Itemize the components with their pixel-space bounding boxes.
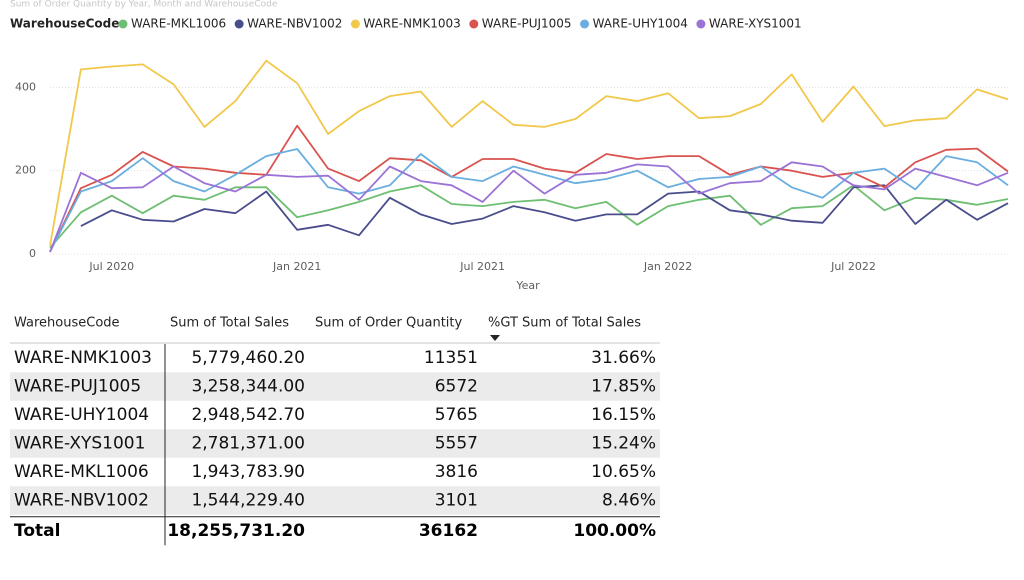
series-line [49, 59, 1009, 246]
table-cell: 5765 [435, 405, 478, 425]
legend-marker [350, 19, 360, 29]
series-line [49, 161, 1009, 253]
series-line [49, 148, 1009, 253]
table-cell: 8.46% [602, 491, 656, 511]
sort-arrow[interactable] [490, 335, 500, 341]
table-cell: 31.66% [591, 348, 656, 368]
table-cell: 3101 [435, 491, 478, 511]
total-cell: 36162 [419, 521, 478, 541]
chart-subtitle: Sum of Order Quantity by Year, Month and… [10, 0, 278, 10]
table-cell: 6572 [435, 377, 478, 397]
legend-label: WARE-UHY1004 [593, 17, 688, 31]
total-cell: 18,255,731.20 [167, 521, 305, 541]
series-line [49, 124, 1009, 253]
y-tick-label: 0 [29, 247, 36, 260]
row-band [10, 486, 660, 515]
table-cell: 2,948,542.70 [191, 405, 305, 425]
table-cell: 11351 [424, 348, 478, 368]
table-cell: 1,943,783.90 [191, 462, 305, 482]
x-tick-label: Jan 2022 [643, 260, 692, 273]
legend-marker [118, 19, 128, 29]
x-axis-label: Year [515, 279, 540, 292]
series-line [80, 184, 1009, 237]
total-cell: Total [14, 521, 60, 541]
legend-marker [580, 19, 590, 29]
legend-label: WARE-PUJ1005 [482, 17, 572, 31]
table-cell: 1,544,229.40 [191, 491, 305, 511]
total-cell: 100.00% [573, 521, 656, 541]
column-header: WarehouseCode [14, 316, 120, 331]
table-cell: 10.65% [591, 462, 656, 482]
table-cell: 5557 [435, 434, 478, 454]
row-band [10, 429, 660, 458]
x-tick-label: Jan 2021 [272, 260, 321, 273]
table-cell: 3816 [435, 462, 478, 482]
y-tick-label: 200 [15, 164, 36, 177]
table-cell: WARE-PUJ1005 [14, 377, 141, 397]
column-header: %GT Sum of Total Sales [488, 316, 641, 331]
table-cell: 16.15% [591, 405, 656, 425]
table-cell: 2,781,371.00 [191, 434, 305, 454]
table-cell: WARE-NBV1002 [14, 491, 149, 511]
table-cell: 3,258,344.00 [191, 377, 305, 397]
table-cell: 5,779,460.20 [191, 348, 305, 368]
legend-marker [234, 19, 244, 29]
row-band [10, 372, 660, 401]
series-line [49, 184, 1009, 249]
grid [50, 86, 1008, 255]
table-cell: WARE-MKL1006 [14, 462, 149, 482]
legend-label: WARE-NMK1003 [363, 17, 460, 31]
legend-label: WARE-MKL1006 [131, 17, 226, 31]
x-tick-label: Jul 2020 [88, 260, 134, 273]
legend-title: WarehouseCode [10, 17, 119, 31]
x-tick-label: Jul 2022 [830, 260, 876, 273]
y-tick-label: 400 [15, 80, 36, 93]
table-cell: WARE-XYS1001 [14, 434, 145, 454]
table-cell: WARE-NMK1003 [14, 348, 152, 368]
table-cell: 15.24% [591, 434, 656, 454]
column-header: Sum of Total Sales [170, 316, 289, 331]
table-cell: WARE-UHY1004 [14, 405, 149, 425]
legend-marker [469, 19, 479, 29]
table-cell: 17.85% [591, 377, 656, 397]
legend-label: WARE-NBV1002 [247, 17, 342, 31]
legend-label: WARE-XYS1001 [709, 17, 802, 31]
legend-marker [696, 19, 706, 29]
x-tick-label: Jul 2021 [459, 260, 505, 273]
column-header: Sum of Order Quantity [315, 316, 463, 331]
